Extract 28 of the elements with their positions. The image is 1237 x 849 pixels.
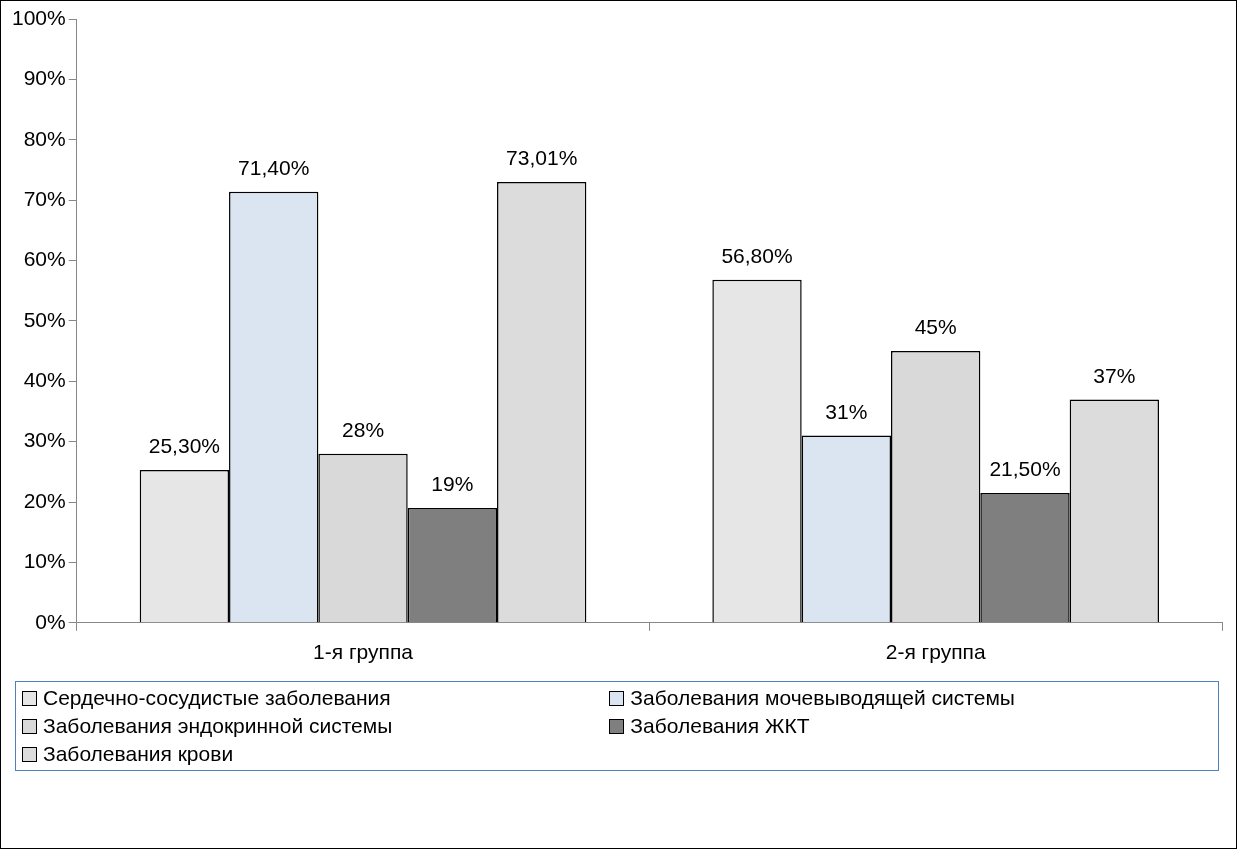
data-label: 31% — [825, 399, 868, 423]
data-label: 19% — [431, 472, 474, 496]
legend-label: Заболевания крови — [43, 742, 234, 766]
y-tick-label: 70% — [23, 186, 66, 210]
legend-label: Сердечно-сосудистые заболевания — [43, 686, 391, 710]
y-tick-label: 90% — [23, 66, 66, 90]
x-tick-label: 2-я группа — [885, 640, 986, 664]
legend-label: Заболевания ЖКТ — [630, 714, 810, 738]
y-tick-label: 60% — [23, 247, 66, 271]
y-tick-label: 30% — [23, 428, 66, 452]
data-label: 37% — [1093, 363, 1136, 387]
y-tick-label: 50% — [23, 307, 66, 331]
y-tick-label: 20% — [23, 488, 66, 512]
x-tick-label: 1-я группа — [313, 640, 414, 664]
data-label: 73,01% — [506, 146, 578, 170]
y-tick-label: 40% — [23, 368, 66, 392]
data-label: 25,30% — [148, 434, 220, 458]
y-tick-label: 10% — [23, 549, 66, 573]
y-tick-label: 100% — [11, 5, 66, 29]
legend-label: Заболевания эндокринной системы — [43, 714, 393, 738]
data-label: 71,40% — [238, 155, 310, 179]
y-tick-label: 80% — [23, 126, 66, 150]
data-label: 45% — [914, 315, 957, 339]
data-label: 21,50% — [989, 457, 1061, 481]
data-label: 28% — [342, 418, 385, 442]
legend-label: Заболевания мочевыводящей системы — [630, 686, 1015, 710]
y-tick-label: 0% — [35, 609, 66, 633]
data-label: 56,80% — [721, 244, 793, 268]
